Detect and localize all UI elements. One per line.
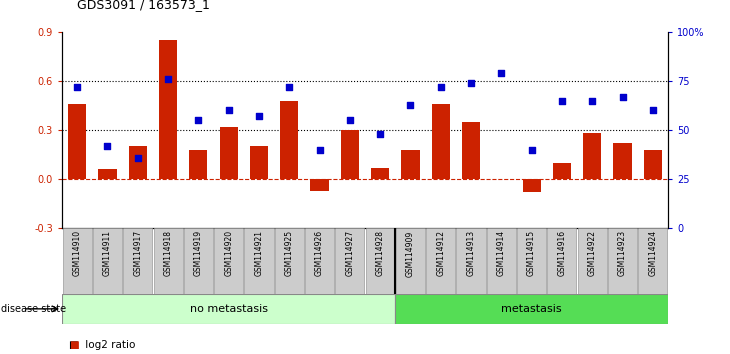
Bar <box>396 228 425 294</box>
Bar <box>214 228 243 294</box>
Bar <box>62 294 396 324</box>
Text: GSM114914: GSM114914 <box>497 230 506 276</box>
Text: GSM114918: GSM114918 <box>164 230 172 276</box>
Bar <box>517 228 546 294</box>
Point <box>465 80 477 86</box>
Point <box>404 102 416 107</box>
Point <box>193 118 204 123</box>
Text: GSM114927: GSM114927 <box>345 230 354 276</box>
Bar <box>371 168 389 179</box>
Bar <box>159 40 177 179</box>
Bar <box>487 228 516 294</box>
Bar <box>310 179 328 191</box>
Bar <box>462 122 480 179</box>
Point <box>496 70 507 76</box>
Text: GSM114928: GSM114928 <box>376 230 385 276</box>
Text: ■: ■ <box>69 340 79 350</box>
Text: GDS3091 / 163573_1: GDS3091 / 163573_1 <box>77 0 210 11</box>
Text: GSM114912: GSM114912 <box>437 230 445 276</box>
Bar <box>396 294 668 324</box>
Text: GSM114913: GSM114913 <box>466 230 475 276</box>
Point <box>283 84 295 90</box>
Bar <box>189 150 207 179</box>
Point <box>556 98 568 103</box>
Point <box>101 143 113 149</box>
Bar <box>305 228 334 294</box>
Bar <box>366 228 395 294</box>
Text: GSM114923: GSM114923 <box>618 230 627 276</box>
Bar <box>128 147 147 179</box>
Bar <box>184 228 213 294</box>
Bar <box>68 104 86 179</box>
Point <box>132 155 144 160</box>
Text: GSM114911: GSM114911 <box>103 230 112 276</box>
Bar <box>613 143 631 179</box>
Point <box>647 108 658 113</box>
Text: GSM114910: GSM114910 <box>73 230 82 276</box>
Point <box>586 98 598 103</box>
Text: ■  log2 ratio: ■ log2 ratio <box>69 340 136 350</box>
Bar <box>577 228 607 294</box>
Text: GSM114922: GSM114922 <box>588 230 596 276</box>
Bar <box>431 104 450 179</box>
Bar <box>548 228 577 294</box>
Bar <box>638 228 667 294</box>
Text: GSM114917: GSM114917 <box>134 230 142 276</box>
Point <box>72 84 83 90</box>
Bar <box>456 228 485 294</box>
Bar <box>341 130 359 179</box>
Bar <box>608 228 637 294</box>
Bar <box>644 150 662 179</box>
Bar <box>280 101 299 179</box>
Point <box>314 147 326 153</box>
Bar <box>274 228 304 294</box>
Point <box>162 76 174 82</box>
Text: GSM114919: GSM114919 <box>194 230 203 276</box>
Bar <box>123 228 153 294</box>
Bar <box>523 179 541 192</box>
Bar <box>583 133 602 179</box>
Bar <box>250 147 268 179</box>
Text: GSM114921: GSM114921 <box>255 230 264 276</box>
Text: GSM114926: GSM114926 <box>315 230 324 276</box>
Point <box>344 118 356 123</box>
Bar <box>402 150 420 179</box>
Bar <box>93 228 122 294</box>
Bar <box>335 228 364 294</box>
Bar <box>426 228 456 294</box>
Bar <box>245 228 274 294</box>
Text: GSM114916: GSM114916 <box>558 230 566 276</box>
Point <box>526 147 537 153</box>
Bar <box>99 170 117 179</box>
Bar <box>220 127 238 179</box>
Point <box>617 94 629 99</box>
Point <box>253 114 265 119</box>
Text: GSM114915: GSM114915 <box>527 230 536 276</box>
Bar <box>553 163 571 179</box>
Text: no metastasis: no metastasis <box>190 304 268 314</box>
Text: GSM114924: GSM114924 <box>648 230 657 276</box>
Point <box>435 84 447 90</box>
Point <box>223 108 234 113</box>
Bar <box>63 228 92 294</box>
Point <box>374 131 386 137</box>
Text: disease state: disease state <box>1 304 66 314</box>
Text: GSM114909: GSM114909 <box>406 230 415 276</box>
Text: GSM114925: GSM114925 <box>285 230 293 276</box>
Bar <box>153 228 182 294</box>
Text: metastasis: metastasis <box>502 304 562 314</box>
Text: GSM114920: GSM114920 <box>224 230 233 276</box>
